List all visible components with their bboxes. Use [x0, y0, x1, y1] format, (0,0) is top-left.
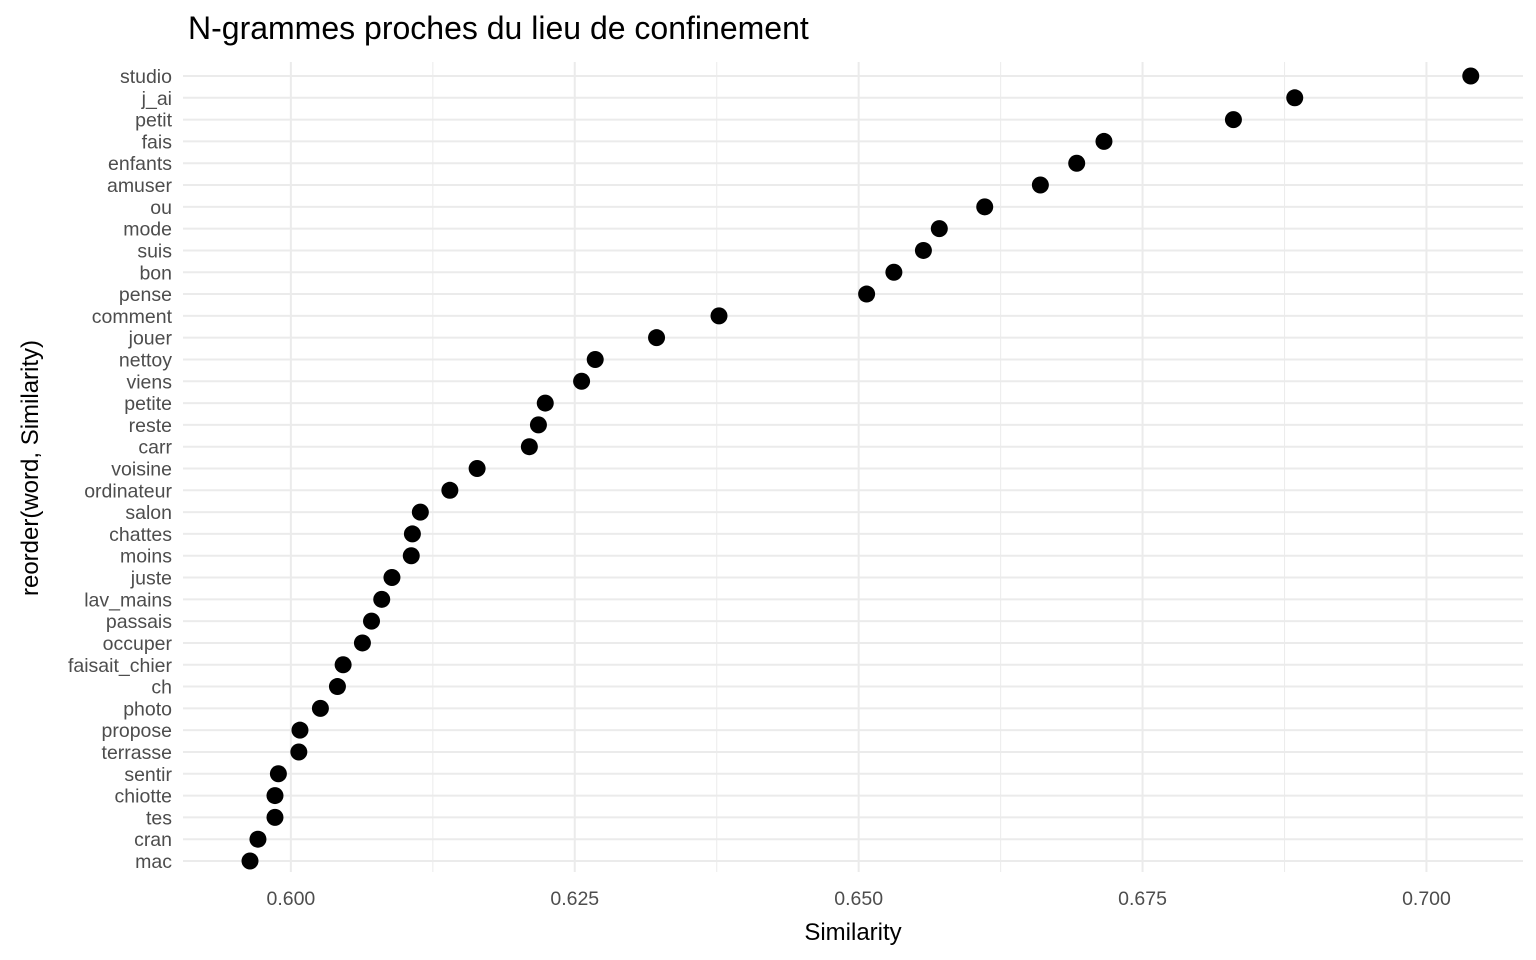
data-point	[402, 547, 420, 565]
data-point	[334, 656, 352, 674]
y-tick-label: jouer	[128, 328, 173, 350]
y-tick-label: comment	[92, 306, 173, 328]
chart-title: N-grammes proches du lieu de confinement	[188, 10, 809, 46]
data-point	[1068, 154, 1086, 172]
data-point	[468, 460, 486, 477]
y-tick-label: nettoy	[119, 349, 172, 371]
y-tick-label: mode	[123, 219, 172, 241]
y-axis-title: reorder(word, Similarity)	[17, 340, 44, 596]
y-tick-label: chattes	[109, 524, 172, 546]
y-tick-label: fais	[142, 131, 173, 153]
data-point	[411, 503, 429, 521]
y-tick-label: j_ai	[141, 88, 172, 110]
data-point	[976, 198, 994, 216]
y-tick-label: bon	[139, 262, 172, 284]
data-point	[914, 241, 932, 259]
data-point	[328, 678, 346, 696]
data-point	[291, 721, 309, 739]
y-tick-label: ordinateur	[84, 480, 172, 502]
data-point	[441, 481, 459, 499]
data-point	[573, 372, 591, 390]
y-tick-label: ch	[151, 677, 172, 699]
y-tick-label: juste	[130, 568, 172, 590]
data-point	[266, 808, 284, 826]
data-point	[586, 350, 604, 368]
data-points	[241, 67, 1480, 870]
y-tick-label: faisait_chier	[68, 655, 173, 677]
y-tick-label: tes	[146, 807, 172, 829]
data-point	[353, 634, 371, 652]
major-gridlines-y	[183, 75, 1523, 862]
y-tick-label: pense	[119, 284, 172, 306]
data-point	[249, 830, 267, 848]
x-tick-label: 0.675	[1118, 888, 1167, 910]
data-point	[1286, 89, 1304, 107]
data-point	[241, 852, 259, 870]
y-tick-label: reste	[129, 415, 172, 437]
y-tick-label: terrasse	[102, 742, 172, 764]
y-axis-tick-labels: studioj_aipetitfaisenfantsamuseroumodesu…	[68, 66, 173, 873]
data-point	[710, 307, 728, 325]
x-axis-tick-labels: 0.600 0.625 0.650 0.675 0.700	[266, 888, 1451, 910]
data-point	[383, 569, 401, 587]
data-point	[269, 765, 287, 783]
y-tick-label: carr	[138, 437, 172, 459]
data-point	[930, 220, 948, 238]
x-tick-label: 0.700	[1402, 888, 1451, 910]
y-tick-label: chiotte	[115, 786, 172, 808]
data-point	[520, 438, 538, 456]
y-tick-label: cran	[134, 829, 172, 851]
y-tick-label: suis	[137, 240, 172, 262]
data-point	[529, 416, 547, 434]
data-point	[1031, 176, 1049, 194]
y-tick-label: moins	[120, 546, 172, 568]
y-tick-label: petit	[135, 110, 172, 132]
data-point	[290, 743, 308, 761]
y-tick-label: lav_mains	[84, 589, 172, 611]
x-tick-label: 0.600	[266, 888, 315, 910]
data-point	[403, 525, 421, 543]
x-tick-label: 0.650	[834, 888, 883, 910]
y-tick-label: amuser	[107, 175, 173, 197]
data-point	[885, 263, 903, 281]
y-tick-label: salon	[125, 502, 172, 524]
y-tick-label: ou	[150, 197, 172, 219]
data-point	[373, 590, 391, 608]
y-tick-label: enfants	[108, 153, 172, 175]
y-tick-label: mac	[135, 851, 172, 873]
x-axis-title: Similarity	[804, 919, 901, 946]
y-tick-label: passais	[106, 611, 172, 633]
data-point	[536, 394, 554, 412]
data-point	[1095, 132, 1113, 150]
data-point	[311, 699, 329, 717]
minor-gridlines	[432, 62, 1286, 872]
data-point	[1462, 67, 1480, 85]
data-point	[363, 612, 381, 630]
data-point	[266, 787, 284, 805]
y-tick-label: occuper	[103, 633, 173, 655]
x-tick-label: 0.625	[550, 888, 599, 910]
y-tick-label: viens	[126, 371, 172, 393]
y-tick-label: propose	[102, 720, 172, 742]
y-tick-label: voisine	[111, 459, 172, 481]
y-tick-label: studio	[120, 66, 172, 88]
y-tick-label: photo	[123, 698, 172, 720]
data-point	[648, 329, 666, 347]
y-tick-label: sentir	[124, 764, 172, 786]
major-gridlines-x	[289, 62, 1428, 872]
y-tick-label: petite	[124, 393, 172, 415]
data-point	[858, 285, 876, 303]
data-point	[1224, 111, 1242, 129]
